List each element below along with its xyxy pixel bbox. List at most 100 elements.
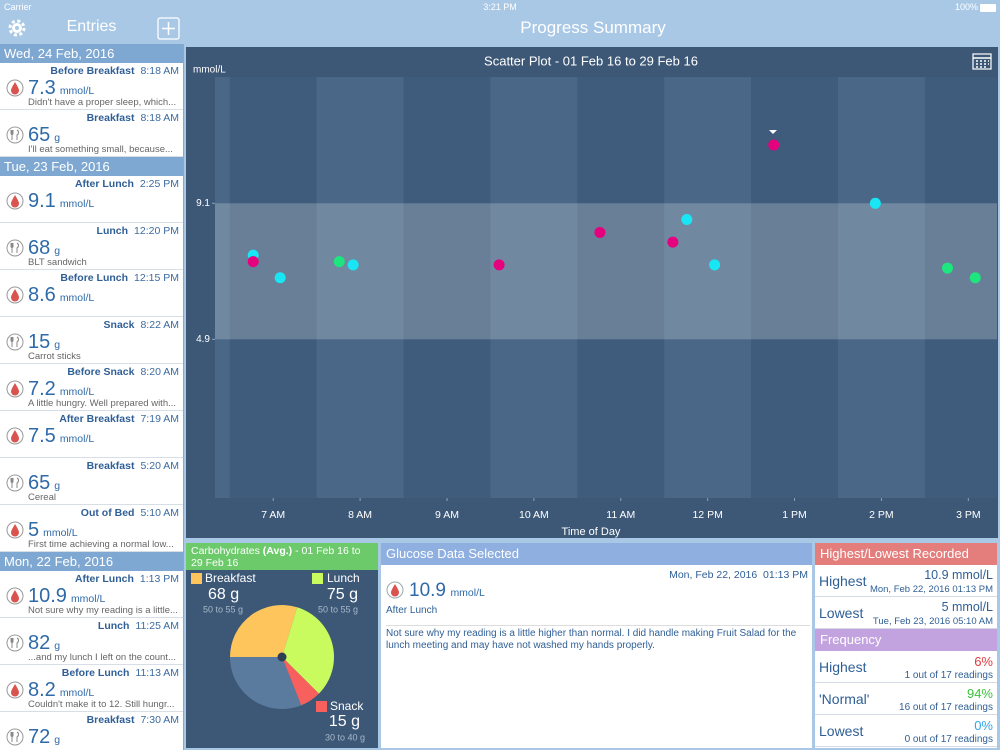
entry-reading: 7.2 mmol/L [28, 378, 94, 401]
entry-label: Lunch [97, 620, 130, 632]
legend-label: Breakfast [205, 571, 256, 585]
entry-value: 8.6 [28, 284, 56, 306]
entry[interactable]: After Lunch 2:25 PM 9.1 mmol/L [0, 176, 183, 223]
entry[interactable]: Out of Bed 5:10 AM 5 mmol/L First time achie… [0, 505, 183, 552]
entry-value: 65 [28, 124, 51, 146]
carb-header: Carbohydrates (Avg.) - 01 Feb 16 to 29 F… [186, 543, 378, 570]
entry-value: 7.3 [28, 77, 56, 99]
frequency-label: 'Normal' [819, 691, 870, 707]
clock: 3:21 PM [483, 2, 517, 12]
entry[interactable]: Snack 8:22 AM 15 g Carrot sticks [0, 317, 183, 364]
carrier: Carrier [4, 2, 32, 12]
frequency-row: Lowest 0% 0 out of 17 readings [815, 715, 997, 747]
entry-value: 7.2 [28, 378, 56, 400]
point [768, 139, 780, 151]
hour-column [316, 77, 404, 498]
record-date: Tue, Feb 23, 2016 05:10 AM [872, 616, 993, 627]
entry-unit: mmol/L [59, 687, 95, 699]
records-header: Highest/Lowest Recorded [815, 543, 997, 565]
scatter-chart: Scatter Plot - 01 Feb 16 to 29 Feb 16 mm… [186, 47, 998, 538]
entry-note: I'll eat something small, because... [28, 144, 173, 155]
entry-time: 11:25 AM [135, 620, 179, 632]
point [869, 197, 881, 209]
entry-time: 8:18 AM [140, 112, 179, 124]
glucose-icon [6, 79, 24, 97]
slice-range: 50 to 55 g [203, 604, 243, 614]
icon-ring [6, 380, 24, 398]
entry-unit: g [54, 734, 61, 746]
glucose-header: Glucose Data Selected [381, 543, 812, 565]
entry-header: Before Lunch 11:13 AM [62, 667, 179, 679]
slice-value: 68 g [208, 586, 239, 603]
entry-time: 11:13 AM [135, 667, 179, 679]
selection-marker [769, 130, 777, 134]
point [681, 213, 693, 225]
entry[interactable]: Before Lunch 12:15 PM 8.6 mmol/L [0, 270, 183, 317]
x-tick-label: 9 AM [435, 509, 459, 521]
hour-column [215, 77, 230, 498]
normal-range [215, 203, 997, 340]
entry-unit: mmol/L [70, 593, 106, 605]
entry-list: Wed, 24 Feb, 2016 Before Breakfast 8:18 AM… [0, 44, 184, 750]
entry[interactable]: Breakfast 5:20 AM 65 g Cereal [0, 458, 183, 505]
entry-time: 1:13 PM [139, 573, 179, 585]
x-tick-label: 1 PM [782, 509, 807, 521]
icon-ring [6, 587, 24, 605]
entry[interactable]: Before Lunch 11:13 AM 8.2 mmol/L Couldn't ma… [0, 665, 183, 712]
entry-value: 82 [28, 632, 51, 654]
entry-value: 7.5 [28, 425, 56, 447]
entry-unit: g [54, 339, 61, 351]
frequency-header: Frequency [815, 629, 997, 651]
legend-swatch [191, 573, 202, 584]
entry-note: Carrot sticks [28, 351, 81, 362]
entry-reading: 9.1 mmol/L [28, 190, 94, 213]
pie-slice [230, 657, 302, 709]
entry-label: Lunch [96, 225, 129, 237]
entry-note: ...and my lunch I left on the count... [28, 652, 176, 663]
entry-time: 7:19 AM [140, 413, 179, 425]
page-title: Progress Summary [520, 18, 666, 37]
entry-value: 65 [28, 472, 51, 494]
frequency-percent: 6% [974, 654, 993, 669]
entry-time: 8:18 AM [140, 65, 179, 77]
battery-icon [980, 4, 996, 12]
entry-unit: g [54, 640, 61, 652]
drop [11, 195, 19, 208]
drop [11, 82, 19, 95]
point [274, 272, 286, 284]
entry-note: BLT sandwich [28, 257, 87, 268]
settings-button[interactable] [7, 18, 27, 38]
drop [11, 289, 19, 302]
stats-panel: Highest/Lowest Recorded Frequency Highes… [815, 543, 997, 748]
point [347, 259, 359, 271]
icon-ring [6, 521, 24, 539]
frequency-label: Highest [819, 659, 867, 675]
entry-time: 5:20 AM [140, 460, 179, 472]
calendar-button[interactable] [972, 53, 992, 70]
entry-header: Snack 8:22 AM [104, 319, 179, 331]
add-button[interactable] [157, 17, 180, 40]
entry[interactable]: Before Snack 8:20 AM 7.2 mmol/L A little hun… [0, 364, 183, 411]
x-tick-label: 8 AM [348, 509, 372, 521]
slice-value: 75 g [327, 586, 358, 603]
x-tick-label: 10 AM [519, 509, 549, 521]
icon-ring [6, 634, 24, 652]
entry[interactable]: Lunch 11:25 AM 82 g ...and my lunch I left o… [0, 618, 183, 665]
entry-reading: 65 g [28, 472, 60, 495]
date-header: Mon, 22 Feb, 2016 [0, 552, 183, 571]
entry[interactable]: Before Breakfast 8:18 AM 7.3 mmol/L Didn't h… [0, 63, 183, 110]
entry[interactable]: Breakfast 7:30 AM 72 g [0, 712, 183, 750]
entry[interactable]: After Lunch 1:13 PM 10.9 mmol/L Not sure why… [0, 571, 183, 618]
entry[interactable]: Lunch 12:20 PM 68 g BLT sandwich [0, 223, 183, 270]
entry-label: After Lunch [74, 178, 134, 190]
record-row: Lowest 5 mmol/L Tue, Feb 23, 2016 05:10 AM [815, 597, 997, 629]
entry-value: 9.1 [28, 190, 56, 212]
meal-icon [6, 239, 24, 257]
entry[interactable]: After Breakfast 7:19 AM 7.5 mmol/L [0, 411, 183, 458]
entry-reading: 15 g [28, 331, 60, 354]
date-header: Wed, 24 Feb, 2016 [0, 44, 183, 63]
entry[interactable]: Breakfast 8:18 AM 65 g I'll eat something sm… [0, 110, 183, 157]
battery: 100% [954, 2, 978, 12]
entry-label: Before Lunch [60, 272, 129, 284]
plot-background [215, 77, 997, 498]
